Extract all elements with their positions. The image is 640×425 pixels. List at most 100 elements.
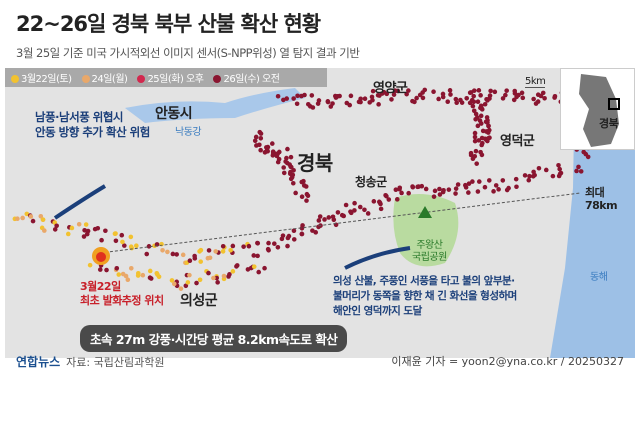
fire-dot	[362, 207, 367, 213]
fire-dot	[504, 88, 509, 93]
fire-dot	[234, 263, 240, 268]
fire-dot	[376, 102, 381, 107]
fire-dot	[215, 280, 220, 285]
fire-dot	[156, 274, 162, 280]
fire-dot	[482, 101, 488, 107]
fire-dot	[275, 93, 281, 99]
fire-dot	[99, 237, 104, 243]
fire-dot	[194, 280, 199, 286]
fire-dot	[170, 251, 176, 257]
fire-dot	[65, 231, 71, 237]
fire-dot	[284, 96, 290, 101]
fire-dot	[305, 193, 311, 199]
fire-dot	[85, 228, 91, 234]
fire-dot	[265, 148, 270, 154]
distance-line	[99, 192, 581, 254]
fire-dot	[285, 235, 291, 241]
fire-dot	[542, 96, 547, 101]
fire-dot	[125, 277, 131, 283]
fire-dot	[463, 185, 469, 190]
fire-dot	[453, 191, 458, 196]
label-cheongsong: 청송군	[355, 175, 387, 189]
fire-dot	[316, 218, 322, 223]
inset-label: 경북	[599, 117, 619, 130]
fire-dot	[412, 99, 417, 105]
fire-dot	[206, 248, 212, 253]
fire-dot	[479, 142, 484, 148]
fire-dot	[123, 273, 129, 279]
park-marker-icon	[418, 206, 432, 218]
fire-dot	[538, 93, 544, 99]
fire-dot	[169, 278, 175, 283]
fire-dot	[220, 243, 226, 249]
fire-dot	[512, 88, 518, 94]
fire-dot	[337, 93, 342, 99]
fire-dot	[404, 91, 409, 97]
fire-dot	[574, 168, 579, 174]
fire-dot	[362, 96, 368, 102]
fire-dot	[122, 243, 127, 248]
fire-dot	[543, 167, 549, 173]
fire-dot	[464, 95, 470, 101]
fire-dot	[206, 270, 211, 276]
fire-dot	[227, 272, 232, 277]
label-park: 주왕산 국립공원	[412, 240, 447, 263]
fire-dot	[492, 89, 498, 95]
fire-dot	[522, 173, 528, 178]
fire-dot	[583, 151, 589, 157]
fire-dot	[506, 185, 511, 191]
fire-dot	[472, 138, 478, 144]
fire-dot	[258, 147, 263, 153]
fire-dot	[406, 190, 411, 196]
fire-dot	[114, 265, 120, 271]
land	[5, 68, 635, 358]
fire-dot	[146, 244, 152, 249]
fire-dot	[230, 243, 236, 249]
fire-dot	[307, 104, 313, 109]
fire-dot	[171, 281, 177, 287]
label-uiseong: 의성군	[180, 293, 218, 309]
fire-dot	[295, 93, 300, 99]
fire-dot	[135, 273, 141, 278]
fire-dot	[174, 252, 179, 257]
fire-dot	[283, 159, 288, 164]
fire-dot	[471, 93, 477, 99]
fire-dot	[369, 94, 375, 100]
fire-dot	[482, 136, 488, 142]
fire-dot	[399, 190, 404, 196]
arrow-andong-icon	[53, 184, 107, 220]
fire-dot	[310, 228, 315, 233]
fire-dot	[535, 99, 541, 104]
fire-dot	[419, 183, 425, 189]
fire-dot	[251, 253, 257, 258]
fire-dot	[230, 269, 236, 274]
fire-dot	[394, 197, 400, 202]
fire-dot	[281, 165, 286, 170]
label-yeongyang: 영양군	[373, 81, 408, 96]
fire-dot	[473, 148, 479, 154]
fire-dot	[370, 88, 376, 94]
fire-dot	[69, 225, 75, 231]
fire-dot	[147, 268, 153, 274]
fire-dot	[335, 210, 341, 215]
fire-dot	[536, 165, 542, 171]
fire-dot	[384, 193, 389, 199]
fire-dot	[165, 249, 170, 255]
fire-dot	[486, 123, 491, 129]
fire-dot	[192, 253, 197, 259]
fire-dot	[455, 182, 461, 187]
fire-dot	[154, 271, 160, 276]
fire-dot	[468, 90, 474, 95]
korea-locator-map: 경북	[560, 68, 635, 150]
fire-dot	[475, 123, 481, 129]
fire-dot	[375, 92, 381, 98]
fire-dot	[330, 101, 335, 106]
fire-dot	[371, 199, 377, 204]
fire-dot	[301, 183, 307, 188]
fire-dot	[220, 249, 226, 254]
fire-dot	[343, 202, 349, 208]
fire-dot	[288, 169, 293, 175]
fire-dot	[474, 161, 479, 166]
fire-dot	[348, 209, 353, 214]
label-east-sea: 동해	[590, 272, 608, 283]
